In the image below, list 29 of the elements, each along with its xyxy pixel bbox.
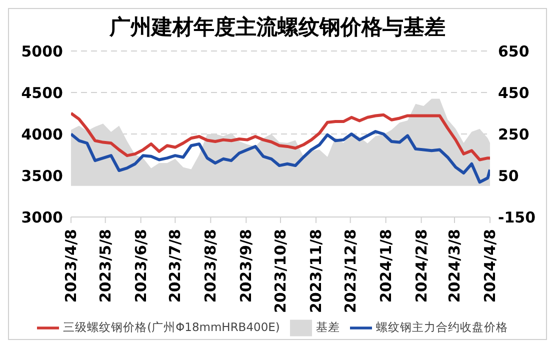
x-tick-label: 2023/5/8 [96, 229, 114, 303]
y-tick-label: 4000 [21, 125, 63, 144]
x-tick-label: 2024/2/8 [412, 229, 430, 303]
x-tick-label: 2023/12/8 [341, 229, 360, 314]
y2-tick-label: -150 [498, 208, 536, 226]
x-tick-label: 2024/1/8 [376, 229, 395, 303]
y-tick-label: 5000 [21, 42, 63, 60]
legend-label: 三级螺纹钢价格(广州Φ18mmHRB400E) [63, 320, 280, 334]
legend-label: 螺纹钢主力合约收盘价格 [376, 320, 508, 334]
y2-tick-label: 250 [498, 125, 530, 144]
chart-title: 广州建材年度主流螺纹钢价格与基差 [110, 14, 446, 39]
line-series [71, 130, 490, 184]
y2-tick-label: 50 [498, 166, 519, 185]
x-tick-label: 2023/7/8 [166, 229, 184, 303]
x-tick-label: 2024/3/8 [446, 229, 464, 303]
y-tick-label: 4500 [21, 84, 63, 102]
x-tick-label: 2024/4/8 [481, 229, 499, 303]
x-tick-label: 2023/8/8 [202, 229, 220, 303]
y-tick-label: 3000 [21, 208, 63, 226]
x-tick-label: 2023/6/8 [132, 229, 150, 303]
y-tick-label: 3500 [21, 166, 63, 185]
x-tick-label: 2023/11/8 [306, 229, 325, 314]
x-tick-label: 2023/10/8 [272, 229, 290, 314]
line-series [71, 112, 490, 162]
legend-label: 基差 [316, 320, 340, 334]
y2-tick-label: 650 [498, 42, 530, 60]
x-tick-label: 2023/9/8 [237, 229, 256, 303]
x-tick-label: 2023/4/8 [62, 229, 80, 303]
y2-tick-label: 450 [498, 84, 530, 102]
